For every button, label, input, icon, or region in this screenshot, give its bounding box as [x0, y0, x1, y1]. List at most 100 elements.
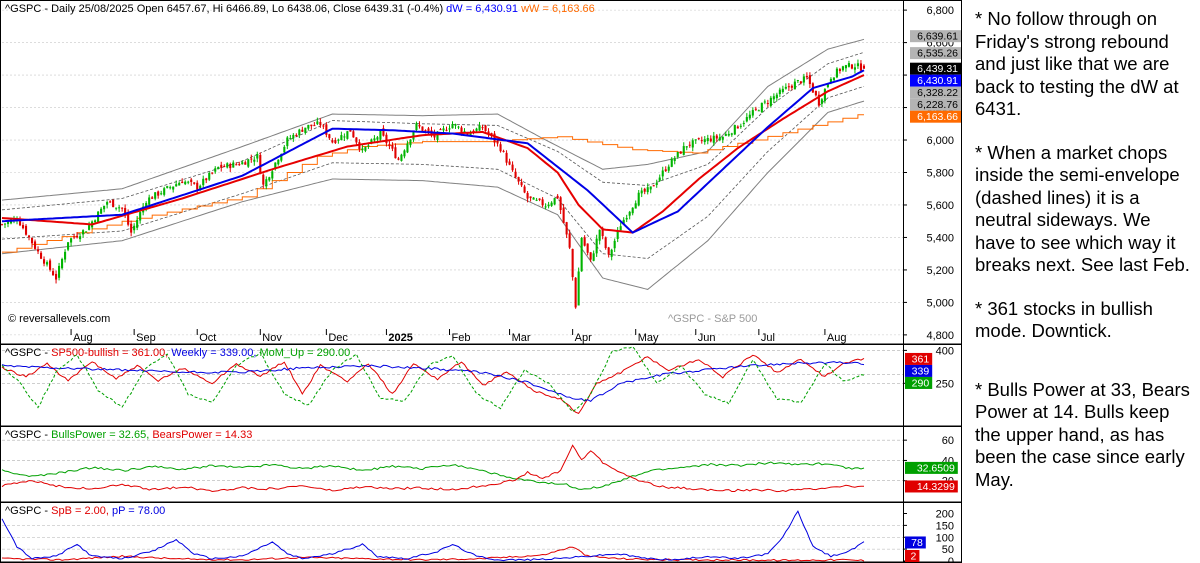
candle-body: [58, 265, 61, 278]
candle-body: [334, 140, 337, 143]
band-semi-lower: [1, 86, 865, 260]
candle-body: [115, 207, 118, 209]
candle-body: [610, 249, 613, 257]
candle-body: [121, 207, 124, 209]
candle-body: [826, 84, 829, 88]
candle-body: [79, 236, 82, 240]
candle-body: [859, 63, 863, 71]
candle-body: [250, 158, 253, 160]
candle-body: [172, 186, 175, 190]
candle-body: [703, 139, 706, 143]
candle-body: [112, 199, 115, 208]
candle-body: [337, 139, 340, 141]
candle-body: [613, 240, 616, 249]
y-tick-label: 5,800: [926, 168, 954, 180]
value-tag: [910, 47, 961, 60]
candle-body: [391, 144, 394, 149]
candle-body: [157, 191, 160, 196]
x-tick-label: Aug: [827, 332, 847, 344]
candle-body: [241, 162, 244, 165]
candle-body: [850, 64, 853, 69]
value-tag: [910, 62, 961, 75]
candle-body: [625, 217, 628, 220]
header-segment: SpB = 2.00,: [51, 505, 112, 517]
candle-body: [835, 68, 838, 78]
candle-body: [628, 211, 631, 216]
value-tag-label: 14.3299: [917, 481, 955, 493]
pane-header: ^GSPC - Daily 25/08/2025 Open 6457.67, H…: [5, 3, 595, 15]
y-tick-label: 6,800: [926, 5, 954, 17]
candle-body: [283, 146, 286, 153]
candle-body: [664, 169, 667, 172]
value-tag-label: 339: [912, 365, 930, 377]
candle-body: [274, 162, 277, 170]
candle-body: [550, 202, 553, 206]
candle-body: [571, 248, 574, 278]
value-tag-label: 2: [911, 551, 917, 563]
series-sp500-bullish: [1, 354, 865, 415]
candle-body: [544, 206, 547, 208]
value-tag: [905, 480, 958, 493]
y-tick-label: 100: [936, 532, 954, 544]
candle-body: [487, 131, 490, 135]
candle-body: [541, 199, 544, 206]
candle-body: [184, 181, 187, 185]
candle-body: [505, 152, 508, 163]
candle-body: [211, 172, 214, 174]
candle-body: [787, 86, 790, 88]
candle-body: [679, 151, 682, 154]
candle-body: [94, 220, 97, 223]
candle-body: [148, 197, 151, 205]
candle-body: [208, 172, 211, 180]
candle-body: [583, 237, 586, 246]
candle-body: [475, 128, 478, 131]
candle-body: [103, 205, 106, 210]
candle-body: [844, 65, 847, 69]
candle-body: [325, 124, 328, 135]
candle-body: [199, 185, 202, 191]
candle-body: [352, 131, 355, 138]
candle-body: [0, 224, 4, 226]
y-tick-label: 150: [936, 520, 954, 532]
header-segment: MoM_Up = 290.00: [259, 347, 350, 359]
candle-body: [670, 158, 673, 167]
value-tag-label: 6,439.31: [917, 63, 958, 75]
candle-body: [499, 144, 502, 152]
candle-body: [175, 184, 178, 187]
candle-body: [712, 135, 715, 143]
candle-body: [823, 89, 826, 102]
candle-body: [262, 174, 265, 185]
candle-body: [370, 139, 373, 144]
candle-body: [721, 136, 724, 140]
candle-body: [292, 134, 295, 139]
candle-body: [652, 185, 655, 187]
candle-body: [415, 123, 418, 130]
candle-body: [367, 145, 370, 147]
y-tick-label: 60: [942, 435, 954, 447]
candle-body: [52, 271, 55, 276]
header-segment: ^GSPC -: [5, 429, 51, 441]
series-mom-up: [1, 346, 865, 413]
candle-body: [289, 138, 292, 140]
candle-body: [523, 186, 526, 193]
candle-body: [67, 242, 70, 250]
candle-body: [547, 204, 550, 207]
candle-body: [556, 195, 559, 199]
candle-body: [331, 140, 334, 143]
candle-body: [286, 137, 289, 147]
y-tick-label: 5,600: [926, 200, 954, 212]
candle-body: [136, 219, 139, 228]
candle-body: [181, 181, 184, 184]
candle-body: [247, 159, 250, 167]
candle-body: [130, 223, 133, 233]
x-tick-label: Oct: [199, 332, 216, 344]
value-tag: [910, 98, 961, 111]
candle-body: [577, 271, 580, 306]
candle-body: [388, 144, 391, 147]
candle-body: [205, 178, 208, 181]
candle-body: [349, 128, 352, 132]
chart-title: ^GSPC - S&P 500: [668, 313, 757, 325]
candle-body: [667, 166, 670, 171]
x-tick-label: Dec: [328, 332, 348, 344]
